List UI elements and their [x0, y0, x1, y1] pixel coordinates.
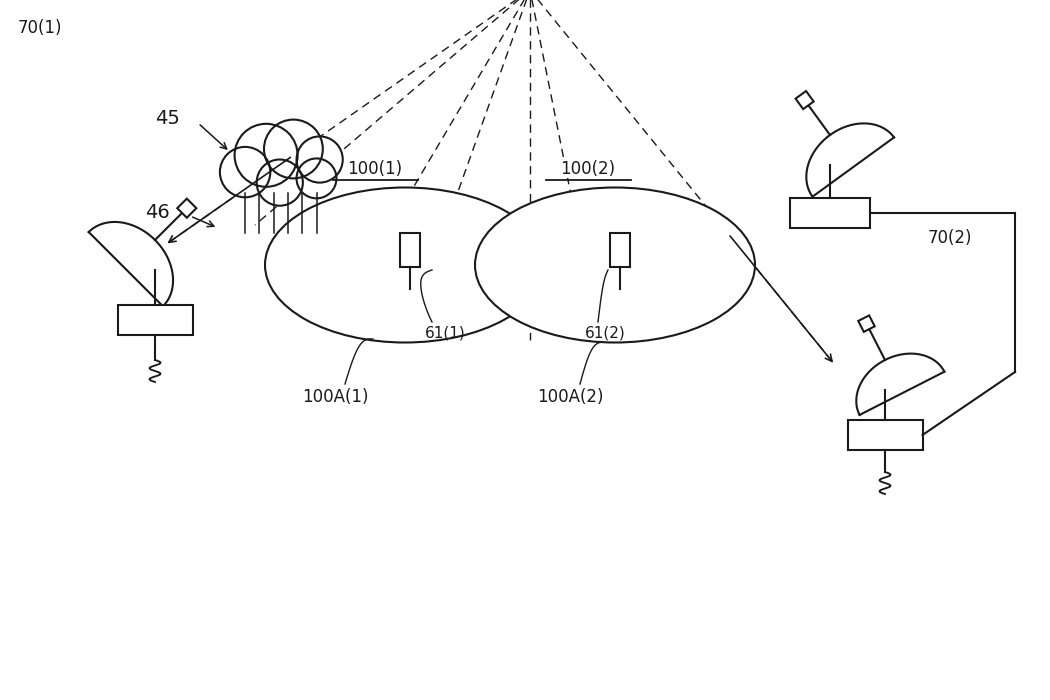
Text: 100A(2): 100A(2)	[537, 388, 604, 406]
Circle shape	[256, 160, 302, 206]
Polygon shape	[796, 91, 814, 109]
Ellipse shape	[265, 188, 545, 342]
Text: 100A(1): 100A(1)	[301, 388, 369, 406]
Circle shape	[219, 147, 270, 197]
FancyBboxPatch shape	[847, 420, 923, 450]
Text: 100(1): 100(1)	[348, 160, 402, 178]
Text: 70(2): 70(2)	[928, 229, 972, 247]
Circle shape	[296, 158, 336, 198]
Circle shape	[264, 120, 322, 178]
Circle shape	[296, 136, 342, 183]
FancyBboxPatch shape	[400, 233, 420, 267]
Text: 61(1): 61(1)	[425, 325, 466, 340]
Text: 45: 45	[155, 108, 180, 127]
FancyBboxPatch shape	[790, 198, 870, 228]
FancyBboxPatch shape	[118, 305, 192, 335]
Text: 46: 46	[145, 204, 170, 223]
Circle shape	[234, 124, 297, 187]
Polygon shape	[858, 316, 875, 332]
Text: 100(2): 100(2)	[561, 160, 615, 178]
Ellipse shape	[475, 188, 755, 342]
Text: 70(1): 70(1)	[18, 19, 63, 37]
Polygon shape	[177, 199, 196, 218]
FancyBboxPatch shape	[610, 233, 630, 267]
Text: 61(2): 61(2)	[585, 325, 626, 340]
